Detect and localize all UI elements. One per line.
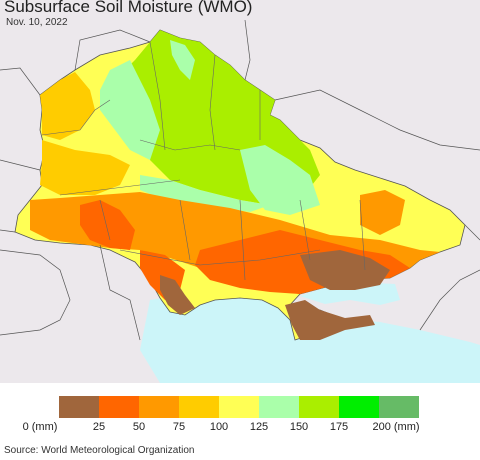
legend-swatch [59, 396, 99, 418]
east-orange [360, 190, 405, 235]
source-credit: Source: World Meteorological Organizatio… [4, 445, 195, 456]
legend-tick-label: 25 [92, 421, 106, 433]
west-gold-band [40, 140, 130, 195]
light-green-west [100, 60, 160, 160]
light-green-east [240, 145, 320, 215]
legend-tick-label: 50 [132, 421, 146, 433]
light-green-north [170, 40, 195, 80]
legend-tick-label: 75 [172, 421, 186, 433]
legend-swatch [339, 396, 379, 418]
legend-swatch [139, 396, 179, 418]
sea-of-azov [300, 282, 400, 305]
legend-swatch [99, 396, 139, 418]
date-label: Nov. 10, 2022 [6, 17, 68, 28]
south-dark-orange [80, 200, 135, 250]
soil-moisture-map [0, 0, 480, 383]
legend-swatch [379, 396, 419, 418]
legend-tick-label: 100 [209, 421, 229, 433]
legend-swatch [259, 396, 299, 418]
legend-tick-label: 200 (mm) [372, 421, 420, 433]
northwest-gold [40, 72, 95, 140]
legend-swatch [299, 396, 339, 418]
south-brown [300, 250, 390, 290]
country-borders [0, 19, 480, 341]
oblast-borders [41, 41, 366, 281]
odesa-brown [160, 275, 195, 315]
crimea-brown [285, 300, 375, 340]
legend-tick-label: 175 [329, 421, 349, 433]
legend-tick-label: 0 (mm) [22, 421, 58, 433]
legend-tick-label: 125 [249, 421, 269, 433]
legend-swatch [219, 396, 259, 418]
legend-tick-label: 150 [289, 421, 309, 433]
page-title: Subsurface Soil Moisture (WMO) [4, 0, 253, 16]
legend-color-bar [59, 396, 419, 418]
light-green-center [140, 175, 270, 212]
legend-swatch [179, 396, 219, 418]
